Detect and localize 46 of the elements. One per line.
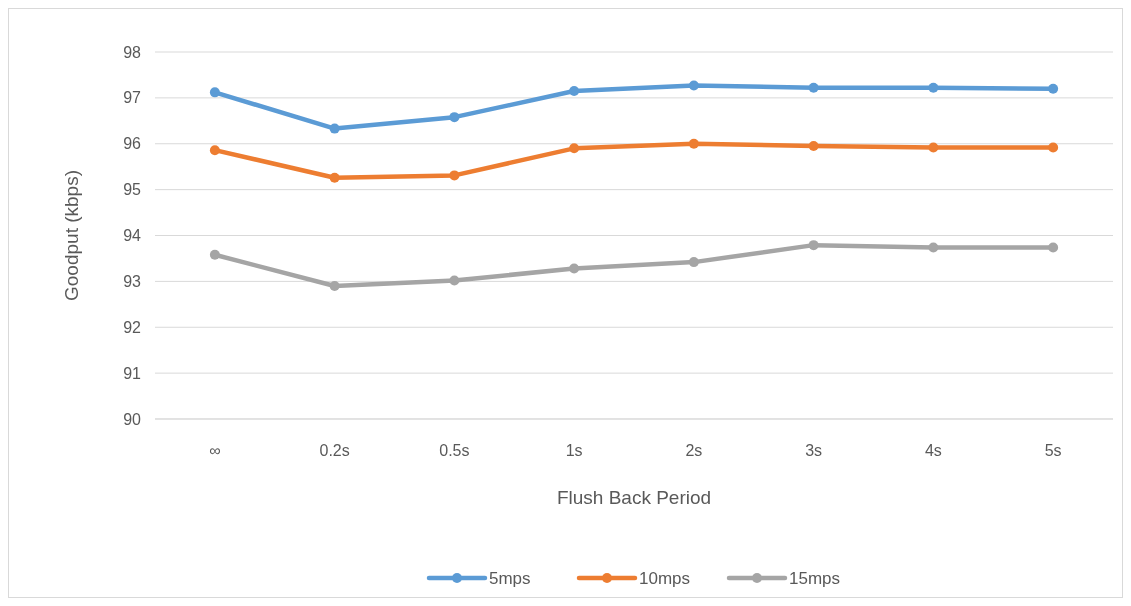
point <box>209 87 220 98</box>
point <box>688 257 699 268</box>
point <box>209 249 220 260</box>
y-tick-label: 94 <box>123 227 142 245</box>
y-axis-title: Goodput (kbps) <box>61 170 82 301</box>
point <box>688 138 699 149</box>
x-tick-label: 0.2s <box>319 442 350 459</box>
point <box>449 275 460 286</box>
y-tick-label: 96 <box>123 135 142 153</box>
y-tick-label: 91 <box>123 364 142 382</box>
x-tick-label: 5s <box>1044 442 1062 459</box>
point <box>329 172 340 183</box>
legend-label: 5mps <box>489 568 531 588</box>
y-tick-label: 90 <box>123 410 142 428</box>
point <box>928 242 939 253</box>
point <box>808 240 819 251</box>
point <box>1048 242 1059 253</box>
x-tick-label: 4s <box>924 442 942 459</box>
x-tick-label: 3s <box>805 442 823 459</box>
y-tick-label: 97 <box>123 89 142 107</box>
x-tick-label: 0.5s <box>439 442 470 459</box>
point <box>1048 83 1059 94</box>
y-tick-label: 92 <box>123 318 142 336</box>
point <box>569 263 580 274</box>
point <box>928 82 939 93</box>
point <box>449 170 460 181</box>
point <box>209 145 220 156</box>
x-tick-label: 1s <box>565 442 583 459</box>
legend-label: 10mps <box>639 568 691 588</box>
point <box>329 123 340 134</box>
point <box>569 143 580 154</box>
point <box>569 85 580 96</box>
x-axis-title: Flush Back Period <box>556 487 712 508</box>
y-tick-label: 95 <box>123 181 142 199</box>
point <box>329 280 340 291</box>
y-tick-label: 98 <box>123 43 142 61</box>
point <box>928 142 939 153</box>
x-tick-label: ∞ <box>209 442 221 459</box>
point <box>1048 142 1059 153</box>
legend-label: 15mps <box>789 568 841 588</box>
point <box>449 112 460 123</box>
point <box>808 141 819 152</box>
x-tick-label: 2s <box>685 442 703 459</box>
point <box>808 82 819 93</box>
point <box>688 80 699 91</box>
y-tick-label: 93 <box>123 272 142 290</box>
